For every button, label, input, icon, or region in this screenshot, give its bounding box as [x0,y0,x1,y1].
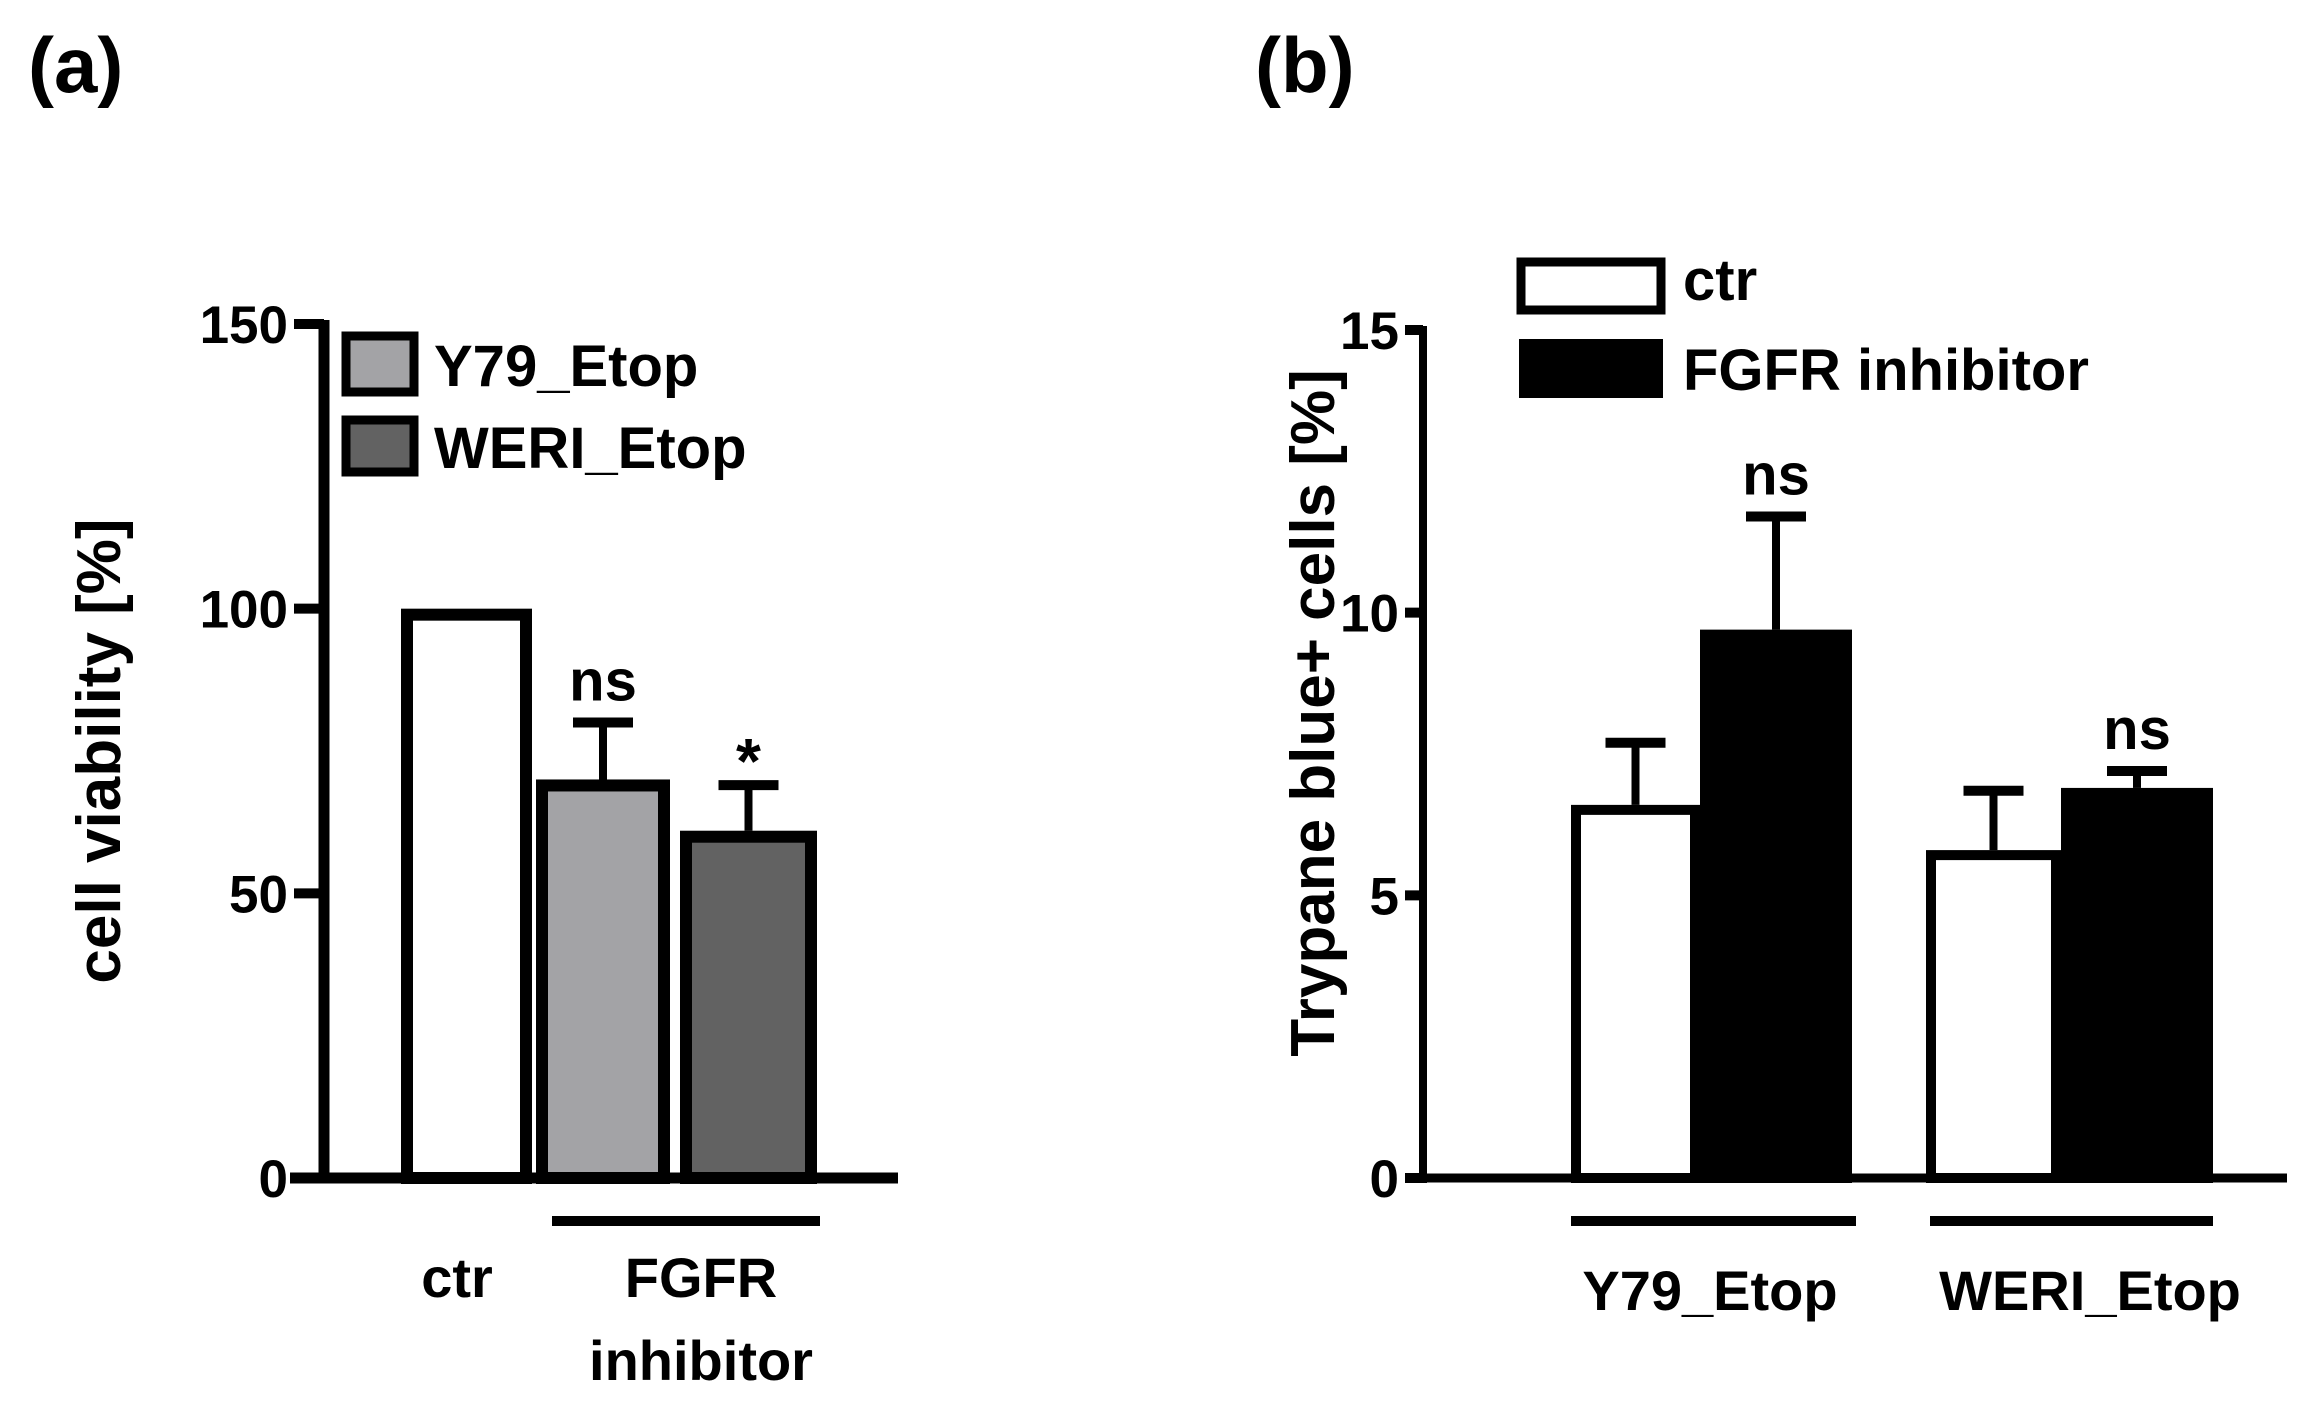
significance-label: ns [2103,697,2171,762]
legend-label-weri: WERI_Etop [434,416,747,481]
panel-b-label: (b) [1255,21,1355,109]
bar [1926,850,2061,1184]
y-tick-label: 0 [259,1150,288,1209]
y-tick-label: 50 [229,865,288,924]
y-tick-label: 0 [1370,1150,1399,1209]
significance-label: ns [1742,443,1810,508]
y-tick-label: 150 [200,296,288,355]
panel-b-ylabel: Trypane blue+ cells [%] [1279,369,1348,1056]
bar [401,608,532,1184]
legend-swatch-fgfr [1519,339,1663,398]
category-label-y79: Y79_Etop [1582,1259,1837,1322]
legend-swatch-y79 [341,331,419,397]
panel-a: (a) cell viability [%] 0 50 100 150 ns * Y79… [28,21,898,1392]
category-label-weri: WERI_Etop [1939,1259,2241,1322]
category-label-ctr: ctr [421,1246,493,1309]
bar [1700,629,1852,1183]
y-tick-label: 100 [200,581,288,640]
legend-label-fgfr: FGFR inhibitor [1683,338,2089,403]
bar [536,779,670,1184]
category-label-fgfr-1: FGFR [625,1246,777,1309]
bar [2061,787,2213,1183]
y-tick-label: 15 [1340,302,1399,361]
panel-a-ylabel: cell viability [%] [65,518,134,983]
legend-swatch-ctr [1516,257,1666,315]
bar [1571,804,1700,1183]
legend-swatch-weri [341,415,419,477]
significance-label: ns [569,649,637,714]
y-tick-label: 5 [1370,867,1399,926]
y-tick-label: 10 [1340,585,1399,644]
panel-a-label: (a) [28,21,123,109]
legend-label-ctr: ctr [1683,248,1757,313]
significance-label: * [736,725,761,797]
legend-label-y79: Y79_Etop [434,334,698,399]
bar [680,830,817,1184]
category-label-fgfr-2: inhibitor [589,1329,813,1392]
